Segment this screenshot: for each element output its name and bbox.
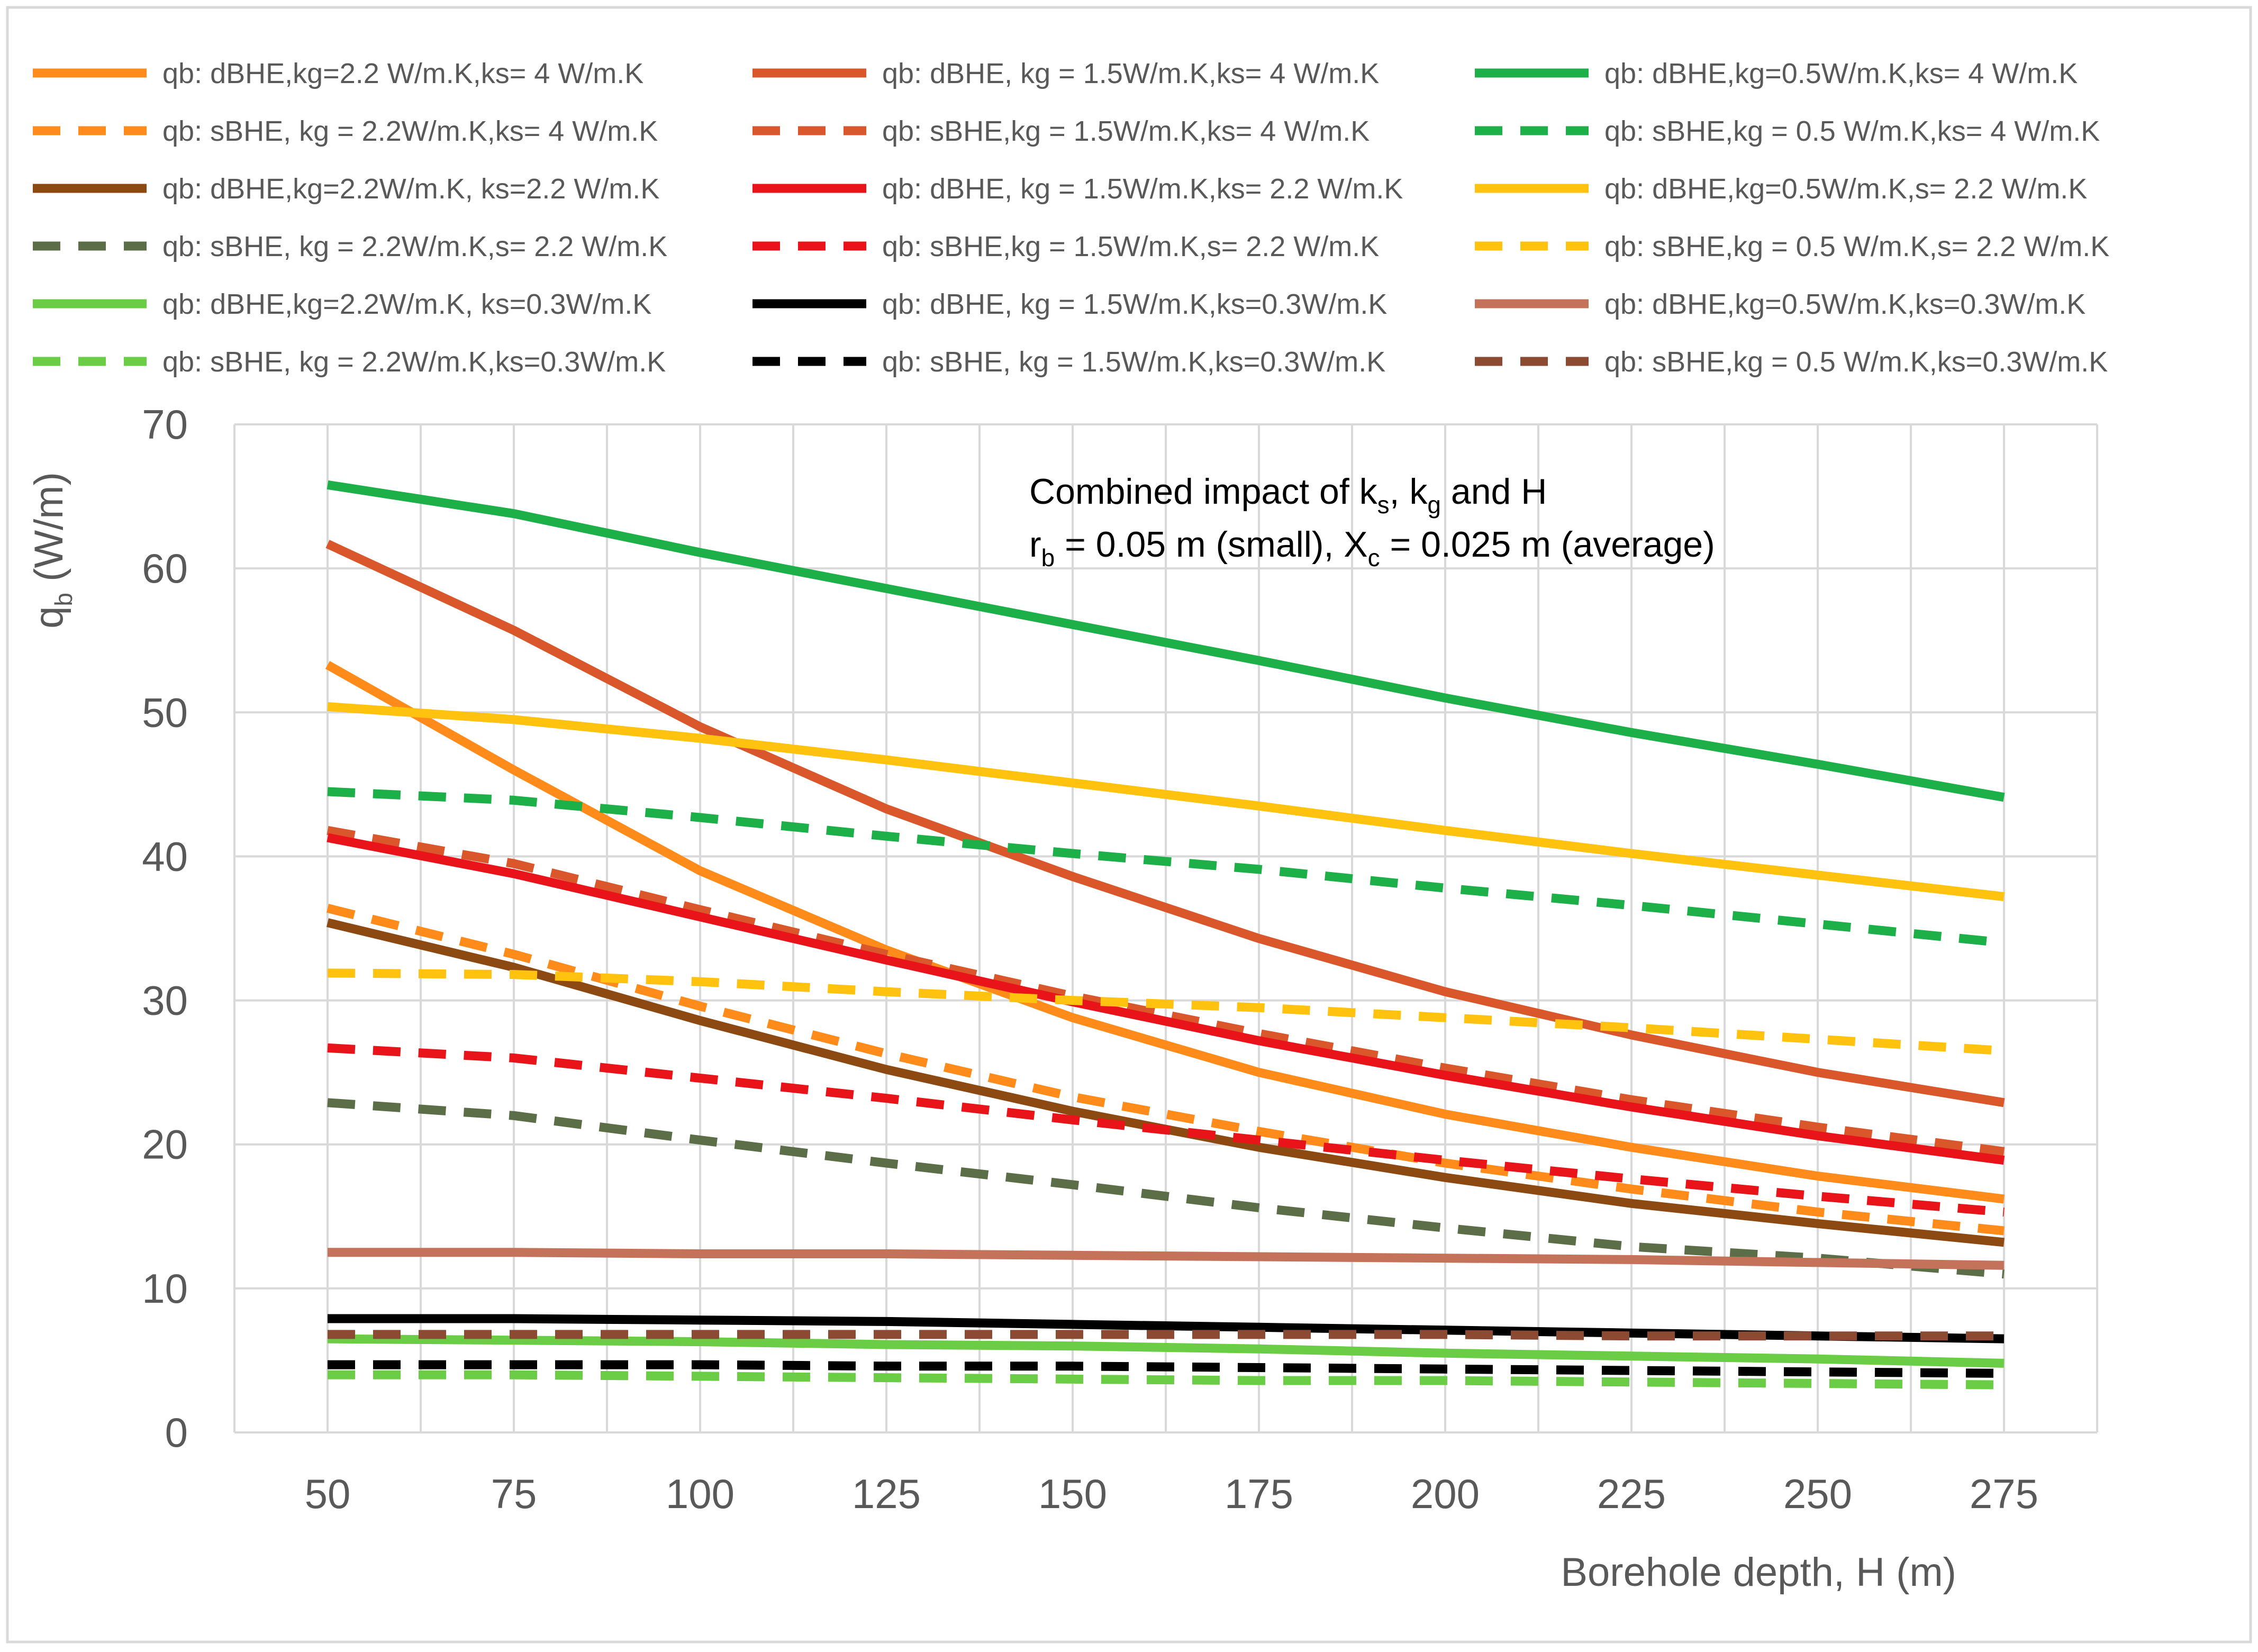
legend-label: qb: dBHE,kg=0.5W/m.K,s= 2.2 W/m.K	[1604, 173, 2087, 205]
legend-label: qb: dBHE,kg=2.2W/m.K, ks=0.3W/m.K	[162, 288, 651, 320]
series-group	[325, 480, 2005, 1390]
x-tick-label: 200	[1411, 1471, 1480, 1517]
x-axis-title: Borehole depth, H (m)	[1561, 1550, 1956, 1595]
legend-label: qb: dBHE, kg = 1.5W/m.K,ks= 4 W/m.K	[882, 58, 1379, 89]
legend-label: qb: sBHE, kg = 2.2W/m.K,s= 2.2 W/m.K	[162, 231, 667, 262]
series-line-9	[327, 702, 2005, 902]
series-line-2	[325, 540, 2005, 1108]
x-tick-label: 75	[491, 1471, 537, 1517]
y-tick-label: 30	[142, 977, 188, 1024]
x-tick-label: 150	[1038, 1471, 1107, 1517]
x-tick-label: 50	[305, 1471, 351, 1517]
legend-label: qb: sBHE, kg = 1.5W/m.K,ks=0.3W/m.K	[882, 346, 1385, 378]
y-tick-label: 0	[165, 1409, 188, 1456]
y-axis-ticks: 0 10 20 30 40 50 60 70	[142, 401, 188, 1456]
legend-label: qb: sBHE,kg = 0.5 W/m.K,s= 2.2 W/m.K	[1604, 231, 2109, 262]
x-axis-ticks: 50 75 100 125 150 175 200 225 250 275	[305, 1471, 2038, 1517]
series-line-17	[328, 1360, 2005, 1378]
legend-label: qb: dBHE,kg=0.5W/m.K,ks= 4 W/m.K	[1604, 58, 2078, 89]
series-line-1	[325, 661, 2005, 1204]
y-tick-label: 60	[142, 545, 188, 592]
legend-label: qb: sBHE,kg = 1.5W/m.K,s= 2.2 W/m.K	[882, 231, 1379, 262]
y-axis-title: qb (W/m)	[26, 472, 77, 629]
legend-label: qb: sBHE, kg = 2.2W/m.K,ks= 4 W/m.K	[162, 115, 658, 147]
series-line-10	[327, 1098, 2005, 1279]
x-tick-label: 250	[1783, 1471, 1852, 1517]
gridlines	[233, 423, 2098, 1433]
x-tick-label: 225	[1597, 1471, 1666, 1517]
legend-label: qb: dBHE, kg = 1.5W/m.K,ks=0.3W/m.K	[882, 288, 1387, 320]
y-tick-label: 70	[142, 401, 188, 448]
x-tick-label: 275	[1970, 1471, 2038, 1517]
series-line-11	[327, 1043, 2005, 1217]
legend-label: qb: dBHE,kg=2.2W/m.K, ks=2.2 W/m.K	[162, 173, 659, 205]
legend-label: qb: dBHE, kg = 1.5W/m.K,ks= 2.2 W/m.K	[882, 173, 1403, 205]
legend-label: qb: sBHE, kg = 2.2W/m.K,ks=0.3W/m.K	[162, 346, 666, 378]
annotation-line-1: Combined impact of ks, kg and H	[1029, 471, 1547, 519]
x-tick-label: 100	[666, 1471, 734, 1517]
legend-label: qb: sBHE,kg = 1.5W/m.K,ks= 4 W/m.K	[882, 115, 1370, 147]
series-line-13	[327, 1334, 2005, 1368]
annotation-line-2: rb = 0.05 m (small), Xc = 0.025 m (avera…	[1029, 524, 1715, 571]
series-line-18	[328, 1330, 2004, 1341]
x-tick-label: 125	[852, 1471, 921, 1517]
y-tick-label: 10	[142, 1265, 188, 1312]
legend-label: qb: sBHE,kg = 0.5 W/m.K,ks=0.3W/m.K	[1604, 346, 2108, 378]
series-line-16	[328, 1370, 2005, 1390]
series-line-5	[327, 826, 2005, 1156]
series-line-15	[328, 1248, 2005, 1270]
series-line-6	[327, 787, 2005, 948]
legend-label: qb: dBHE,kg=2.2 W/m.K,ks= 4 W/m.K	[162, 58, 643, 89]
series-line-3	[327, 480, 2005, 802]
x-tick-label: 175	[1225, 1471, 1293, 1517]
y-tick-label: 40	[142, 833, 188, 879]
legend-label: qb: sBHE,kg = 0.5 W/m.K,ks= 4 W/m.K	[1604, 115, 2100, 147]
legend-label: qb: dBHE,kg=0.5W/m.K,ks=0.3W/m.K	[1604, 288, 2085, 320]
series-line-14	[328, 1314, 2005, 1344]
legend: qb: dBHE,kg=2.2 W/m.K,ks= 4 W/m.K qb: dBH…	[33, 58, 2109, 378]
series-line-8	[327, 833, 2005, 1165]
y-tick-label: 50	[142, 689, 188, 736]
y-tick-label: 20	[142, 1121, 188, 1168]
series-line-12	[327, 968, 2005, 1056]
